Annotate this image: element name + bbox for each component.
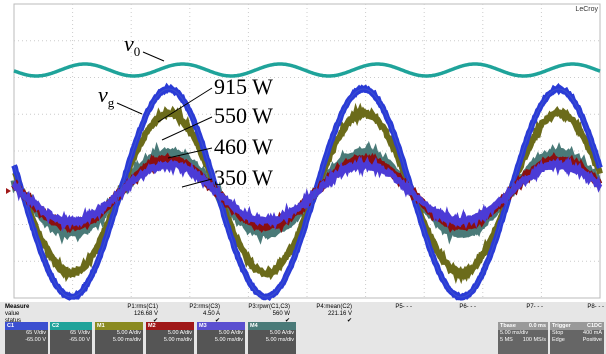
param-status: ✔ (347, 318, 352, 325)
param-value: 560 W (273, 311, 290, 318)
param-value: 126.68 V (134, 311, 158, 318)
timebase-title-value: 0.0 ms (529, 322, 548, 330)
channel-offset: 5.00 ms/div (95, 337, 143, 344)
power-label: 460 W (214, 134, 273, 159)
param-value: 221.16 V (328, 311, 352, 318)
trigger-row: Edge Positive (550, 337, 604, 344)
param-name: P5- - - (395, 304, 412, 311)
label-sub: 0 (134, 44, 141, 59)
param-name: P3:rpwr(C1,C3) (248, 304, 290, 311)
label-main: v (124, 31, 134, 56)
channel-scale: 65 V/div (50, 330, 92, 337)
param-name: P2:rms(C3) (189, 304, 220, 311)
param-value: 4.50 A (203, 311, 220, 318)
channel-name: M1 (95, 322, 143, 330)
wave-label: vg (98, 82, 115, 110)
channel-scale: 5.00 A/div (197, 330, 245, 337)
param-name: P4:mean(C2) (316, 304, 352, 311)
param-name: P1:rms(C1) (127, 304, 158, 311)
timebase-field: 100 MS/s (523, 337, 546, 344)
wave-label: v0 (124, 31, 140, 59)
trigger-field: 400 mA (583, 330, 602, 337)
channel-scale: 5.00 A/div (248, 330, 296, 337)
trigger-field: Edge (552, 337, 565, 344)
channel-name: C2 (50, 322, 92, 330)
channel-offset: -65.00 V (5, 337, 48, 344)
channel-name: M3 (197, 322, 245, 330)
row-label: value (5, 311, 19, 318)
trigger-field: Positive (583, 337, 602, 344)
param-name: P6- - - (459, 304, 476, 311)
timebase-field: 5.00 ms/div (500, 330, 528, 337)
brand: LeCroy (575, 6, 598, 13)
trigger-row: Stop 400 mA (550, 330, 604, 337)
channel-scale: 5.00 A/div (95, 330, 143, 337)
leader (117, 103, 142, 114)
timebase-field: 5 MS (500, 337, 513, 344)
timebase-row: 5 MS 100 MS/s (498, 337, 548, 344)
label-main: v (98, 82, 108, 107)
trigger-title: Trigger C1DC (550, 322, 604, 330)
trigger-title-value: C1DC (587, 322, 604, 330)
measure-heading: Measure (5, 304, 29, 311)
trigger-field: Stop (552, 330, 563, 337)
channel-offset: -65.00 V (50, 337, 92, 344)
channel-offset: 5.00 ms/div (197, 337, 245, 344)
channel-name: C1 (5, 322, 48, 330)
channel-offset: 5.00 ms/div (146, 337, 194, 344)
param-name: P8- - - (587, 304, 604, 311)
channel-scale: 65 V/div (5, 330, 48, 337)
label-sub: g (108, 95, 115, 110)
power-label: 550 W (214, 103, 273, 128)
channel-scale: 5.00 A/div (146, 330, 194, 337)
leader (143, 52, 164, 61)
timebase-row: 5.00 ms/div (498, 330, 548, 337)
scope-screen: LeCroyv0vg915 W550 W460 W350 W Measureva… (0, 0, 606, 354)
channel-offset: 5.00 ms/div (248, 337, 296, 344)
param-name: P7- - - (526, 304, 543, 311)
channel-name: M4 (248, 322, 296, 330)
channel-name: M2 (146, 322, 194, 330)
ground-marker (6, 188, 11, 194)
timebase-title-text: Tbase (500, 322, 516, 330)
power-label: 350 W (214, 165, 273, 190)
voltage-v0 (14, 64, 600, 76)
timebase-title: Tbase 0.0 ms (498, 322, 548, 330)
trigger-box: Trigger C1DC Stop 400 mA Edge Positive (550, 322, 604, 354)
trigger-title-text: Trigger (552, 322, 571, 330)
power-label: 915 W (214, 74, 273, 99)
